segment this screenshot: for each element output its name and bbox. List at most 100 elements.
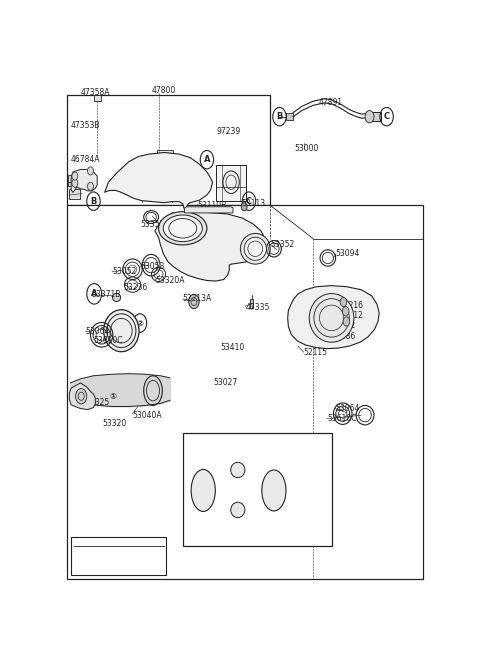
Text: 52115: 52115 bbox=[304, 348, 328, 356]
Text: ①: ① bbox=[109, 392, 117, 401]
Circle shape bbox=[365, 110, 374, 123]
Text: 53325: 53325 bbox=[85, 398, 109, 407]
Bar bbox=[68, 174, 77, 186]
Text: THE NO.53210A: ①－②: THE NO.53210A: ①－② bbox=[75, 558, 162, 567]
Text: 53610C: 53610C bbox=[327, 414, 357, 424]
Ellipse shape bbox=[231, 462, 245, 477]
Text: ②: ② bbox=[136, 319, 144, 328]
Text: 47358A: 47358A bbox=[81, 88, 110, 97]
Text: 52213A: 52213A bbox=[183, 295, 212, 303]
Circle shape bbox=[241, 203, 247, 211]
Circle shape bbox=[72, 172, 78, 180]
Text: 55732: 55732 bbox=[332, 321, 356, 330]
Circle shape bbox=[130, 340, 133, 345]
Polygon shape bbox=[155, 212, 264, 281]
Circle shape bbox=[106, 328, 109, 333]
Circle shape bbox=[343, 317, 350, 326]
Circle shape bbox=[340, 297, 347, 307]
Text: 53053: 53053 bbox=[140, 262, 164, 271]
Circle shape bbox=[204, 205, 210, 212]
Ellipse shape bbox=[231, 502, 245, 517]
Bar bbox=[94, 95, 100, 101]
Text: 97239: 97239 bbox=[216, 126, 240, 136]
Circle shape bbox=[191, 213, 195, 219]
Text: 53064: 53064 bbox=[335, 404, 360, 413]
Text: 53110B: 53110B bbox=[198, 201, 227, 210]
Circle shape bbox=[109, 340, 113, 345]
Circle shape bbox=[170, 237, 175, 244]
Bar bbox=[372, 112, 381, 121]
Circle shape bbox=[160, 225, 165, 231]
Polygon shape bbox=[69, 383, 96, 410]
Text: 53215: 53215 bbox=[268, 450, 292, 459]
Text: B: B bbox=[276, 112, 283, 121]
Circle shape bbox=[170, 213, 175, 219]
Text: C: C bbox=[246, 197, 252, 205]
Circle shape bbox=[133, 328, 137, 333]
Text: 53052: 53052 bbox=[112, 267, 136, 277]
Bar bbox=[71, 537, 166, 575]
Ellipse shape bbox=[112, 293, 120, 301]
Circle shape bbox=[342, 307, 349, 316]
Text: C: C bbox=[384, 112, 390, 121]
Polygon shape bbox=[160, 213, 206, 243]
Polygon shape bbox=[105, 152, 213, 210]
Ellipse shape bbox=[158, 211, 207, 245]
Circle shape bbox=[72, 179, 78, 188]
Circle shape bbox=[120, 344, 123, 350]
Circle shape bbox=[109, 317, 113, 322]
Text: 53352: 53352 bbox=[140, 219, 164, 229]
Text: 53410: 53410 bbox=[220, 342, 244, 352]
Text: 53352: 53352 bbox=[270, 240, 294, 249]
Text: 53064: 53064 bbox=[85, 327, 109, 336]
Circle shape bbox=[130, 317, 133, 322]
Text: 53040A: 53040A bbox=[132, 411, 162, 420]
Bar bbox=[69, 190, 81, 199]
Text: 53610C: 53610C bbox=[94, 336, 123, 345]
Polygon shape bbox=[288, 286, 379, 348]
Text: A: A bbox=[204, 155, 210, 164]
Bar bbox=[67, 95, 270, 205]
Text: 47800: 47800 bbox=[151, 86, 175, 94]
Circle shape bbox=[76, 388, 87, 404]
Text: 53371B: 53371B bbox=[92, 291, 121, 299]
Ellipse shape bbox=[244, 237, 266, 260]
Ellipse shape bbox=[240, 233, 270, 264]
Text: 52212: 52212 bbox=[339, 311, 363, 320]
Text: 53320: 53320 bbox=[103, 420, 127, 428]
Bar bbox=[67, 205, 423, 579]
Text: 47891: 47891 bbox=[319, 98, 343, 107]
Ellipse shape bbox=[191, 469, 216, 511]
Text: NOTE: NOTE bbox=[75, 538, 96, 547]
Circle shape bbox=[191, 237, 195, 244]
Bar bbox=[216, 166, 246, 201]
Bar bbox=[250, 299, 253, 308]
Polygon shape bbox=[71, 170, 97, 192]
Circle shape bbox=[189, 295, 199, 309]
Text: 53113: 53113 bbox=[241, 200, 265, 208]
Text: B: B bbox=[90, 197, 96, 205]
Text: 53027: 53027 bbox=[213, 378, 238, 388]
Ellipse shape bbox=[262, 470, 286, 511]
Text: 53086: 53086 bbox=[332, 332, 356, 341]
Text: 53236: 53236 bbox=[123, 283, 147, 292]
Bar bbox=[286, 112, 293, 120]
Text: 46784A: 46784A bbox=[71, 155, 100, 164]
Circle shape bbox=[87, 182, 94, 190]
Ellipse shape bbox=[104, 310, 139, 352]
Text: 47353B: 47353B bbox=[71, 122, 100, 130]
Text: 53320A: 53320A bbox=[155, 276, 184, 285]
Text: 52216: 52216 bbox=[339, 301, 363, 310]
Circle shape bbox=[120, 312, 123, 317]
Ellipse shape bbox=[163, 215, 202, 241]
Ellipse shape bbox=[309, 293, 354, 342]
Circle shape bbox=[268, 455, 276, 465]
Circle shape bbox=[87, 167, 94, 175]
Text: A: A bbox=[91, 289, 97, 299]
Bar bbox=[156, 150, 173, 161]
Text: 53094: 53094 bbox=[335, 249, 360, 259]
Polygon shape bbox=[185, 207, 233, 213]
Bar bbox=[183, 433, 332, 546]
Text: 53000: 53000 bbox=[294, 144, 319, 154]
Text: 47335: 47335 bbox=[245, 303, 270, 312]
